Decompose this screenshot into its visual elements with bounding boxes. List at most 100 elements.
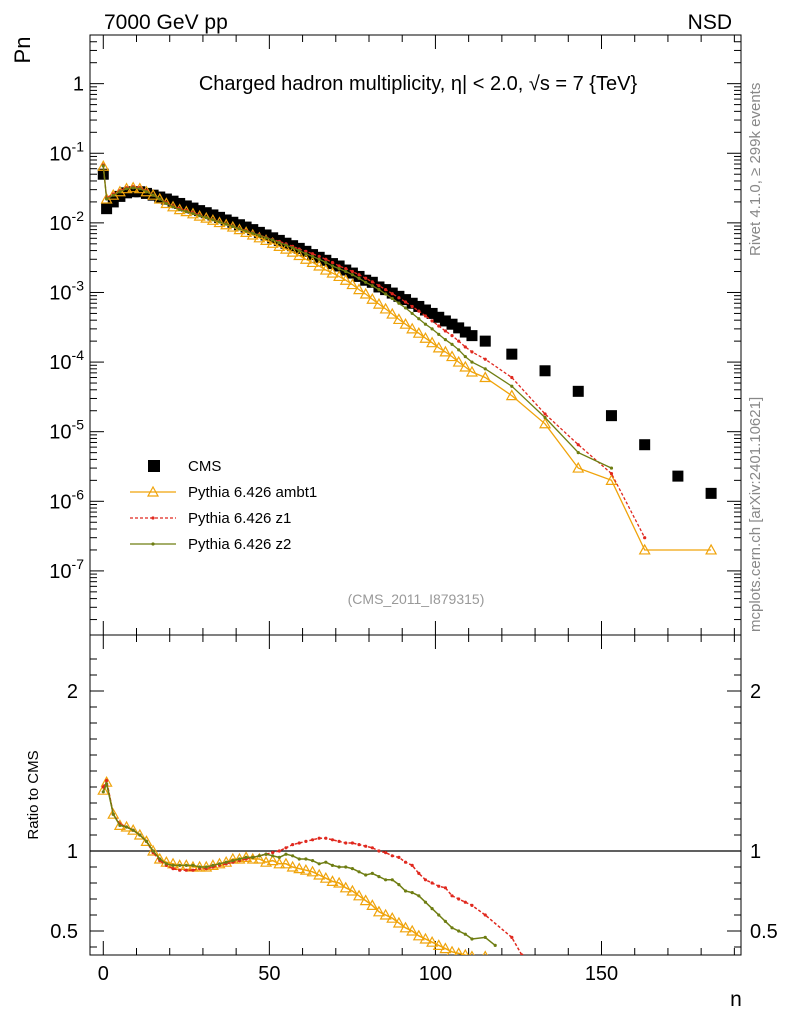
- x-tick-label: 50: [258, 963, 280, 985]
- main-y-tick-label: 10-2: [49, 208, 84, 235]
- ratio-pythia-6-426-z1-point: [410, 863, 414, 868]
- pythia-6-426-ambt1-point: [638, 543, 651, 555]
- legend-pythia-6-426-ambt1-label: Pythia 6.426 ambt1: [188, 484, 317, 501]
- ratio-pythia-6-426-z2-point: [370, 871, 374, 876]
- ratio-pythia-6-426-ambt1-point: [333, 876, 346, 888]
- cms-point: [605, 410, 617, 422]
- ratio-pythia-6-426-z1-point: [483, 913, 487, 917]
- pythia-6-426-z2-point: [443, 338, 447, 342]
- ratio-y-tick-label-right: 0.5: [750, 921, 778, 943]
- pythia-6-426-z1-point: [317, 254, 321, 258]
- ratio-pythia-6-426-z1-point: [271, 851, 275, 855]
- ratio-pythia-6-426-z2-point: [204, 865, 208, 869]
- ratio-pythia-6-426-z2-point: [483, 935, 487, 940]
- main-y-tick-label: 10-4: [49, 347, 84, 374]
- ratio-pythia-6-426-ambt1-point: [392, 916, 405, 928]
- pythia-6-426-z2-point: [350, 273, 354, 277]
- pythia-6-426-z2-point: [576, 451, 580, 455]
- pythia-6-426-z2-point: [151, 193, 155, 197]
- ratio-pythia-6-426-ambt1-point: [406, 924, 419, 936]
- pythia-6-426-z2-point: [297, 248, 301, 253]
- pythia-6-426-z2-point: [271, 238, 275, 242]
- cms-point: [539, 365, 551, 377]
- pythia-6-426-z2-point: [403, 306, 408, 310]
- ratio-pythia-6-426-ambt1-point: [299, 863, 312, 875]
- pythia-6-426-ambt1-point: [386, 307, 399, 319]
- pythia-6-426-z1-point: [470, 350, 474, 354]
- cms-point: [705, 487, 717, 499]
- cms-point: [413, 300, 425, 312]
- ratio-pythia-6-426-z1-point: [324, 836, 328, 840]
- pythia-6-426-z2-point: [144, 190, 149, 194]
- ratio-pythia-6-426-z2-point: [171, 863, 175, 868]
- pythia-6-426-z2-point: [384, 292, 388, 296]
- ratio-pythia-6-426-z2-point: [237, 857, 242, 861]
- ratio-pythia-6-426-z1-point: [403, 860, 408, 864]
- cms-point: [506, 348, 518, 360]
- ratio-pythia-6-426-ambt1-point: [432, 939, 445, 951]
- ratio-pythia-6-426-ambt1-point: [306, 865, 319, 877]
- pythia-6-426-ambt1-point: [306, 256, 319, 268]
- ratio-pythia-6-426-z2-point: [291, 854, 295, 858]
- pythia-6-426-z2-point: [304, 252, 308, 256]
- ratio-pythia-6-426-z1-point: [284, 846, 288, 850]
- pythia-6-426-z1-point: [483, 357, 487, 361]
- pythia-6-426-ambt1-point: [605, 474, 618, 485]
- pythia-6-426-ambt1-point: [432, 341, 445, 353]
- ratio-pythia-6-426-ambt1-point: [260, 855, 273, 867]
- pythia-6-426-z2-point: [457, 348, 461, 352]
- pythia-6-426-ambt1-point: [213, 216, 226, 228]
- ratio-pythia-6-426-z2-point: [310, 859, 315, 863]
- ratio-pythia-6-426-ambt1-point: [446, 945, 458, 955]
- ratio-pythia-6-426-z2-point: [377, 875, 381, 879]
- pythia-6-426-z1-point: [576, 443, 580, 447]
- cms-point: [479, 335, 491, 347]
- pythia-6-426-z2-point: [430, 327, 434, 331]
- header-right: NSD: [688, 11, 732, 34]
- ratio-pythia-6-426-z2-point: [330, 863, 335, 868]
- ratio-pythia-6-426-z2-point: [164, 862, 168, 866]
- x-axis-label: n: [730, 988, 742, 1011]
- pythia-6-426-ambt1-point: [459, 360, 472, 372]
- ratio-pythia-6-426-z2-point: [344, 865, 348, 869]
- ratio-pythia-6-426-ambt1-point: [133, 828, 146, 840]
- pythia-6-426-ambt1-point: [705, 543, 718, 555]
- x-tick-label: 150: [585, 963, 618, 985]
- ratio-y-tick-label: 0.5: [50, 921, 78, 943]
- pythia-6-426-z2-point: [224, 222, 228, 226]
- ratio-pythia-6-426-z1-point: [171, 867, 175, 871]
- pythia-6-426-ambt1-point: [412, 326, 425, 338]
- ratio-pythia-6-426-z1-point: [520, 953, 524, 955]
- ratio-pythia-6-426-ambt1-point: [326, 875, 339, 887]
- cms-point: [459, 326, 471, 338]
- cms-point: [453, 322, 465, 334]
- pythia-6-426-z2-point: [450, 342, 454, 346]
- ratio-pythia-6-426-z2-point: [257, 854, 261, 858]
- pythia-6-426-z2-point: [609, 466, 614, 470]
- ratio-pythia-6-426-z2-point: [231, 859, 235, 863]
- pythia-6-426-ambt1-point: [379, 302, 392, 314]
- ratio-pythia-6-426-z2-point: [357, 870, 361, 874]
- main-series-group: [97, 160, 718, 555]
- ratio-pythia-6-426-ambt1-point: [107, 807, 120, 819]
- ratio-pythia-6-426-z1-point: [510, 935, 514, 940]
- pythia-6-426-z2-point: [237, 227, 242, 231]
- cms-point: [466, 330, 478, 342]
- ratio-pythia-6-426-z2-point: [470, 937, 474, 941]
- ratio-pythia-6-426-z2-point: [403, 889, 408, 893]
- pythia-6-426-z1-point: [437, 324, 441, 328]
- ratio-pythia-6-426-z1-point: [191, 868, 195, 872]
- pythia-6-426-ambt1-point: [326, 266, 339, 278]
- ratio-pythia-6-426-ambt1-point: [346, 884, 359, 896]
- ratio-pythia-6-426-z2-point: [450, 926, 454, 930]
- pythia-6-426-z1-point: [609, 471, 614, 476]
- pythia-6-426-ambt1-point: [299, 253, 312, 264]
- pythia-6-426-ambt1-point: [346, 278, 359, 290]
- ratio-pythia-6-426-z2-point: [350, 867, 354, 871]
- pythia-6-426-z2-point: [390, 296, 394, 301]
- main-y-tick-label: 10-5: [49, 417, 84, 444]
- ratio-pythia-6-426-z2-point: [184, 863, 188, 868]
- pythia-6-426-z1-point: [364, 276, 368, 280]
- pythia-6-426-ambt1-point: [465, 365, 478, 377]
